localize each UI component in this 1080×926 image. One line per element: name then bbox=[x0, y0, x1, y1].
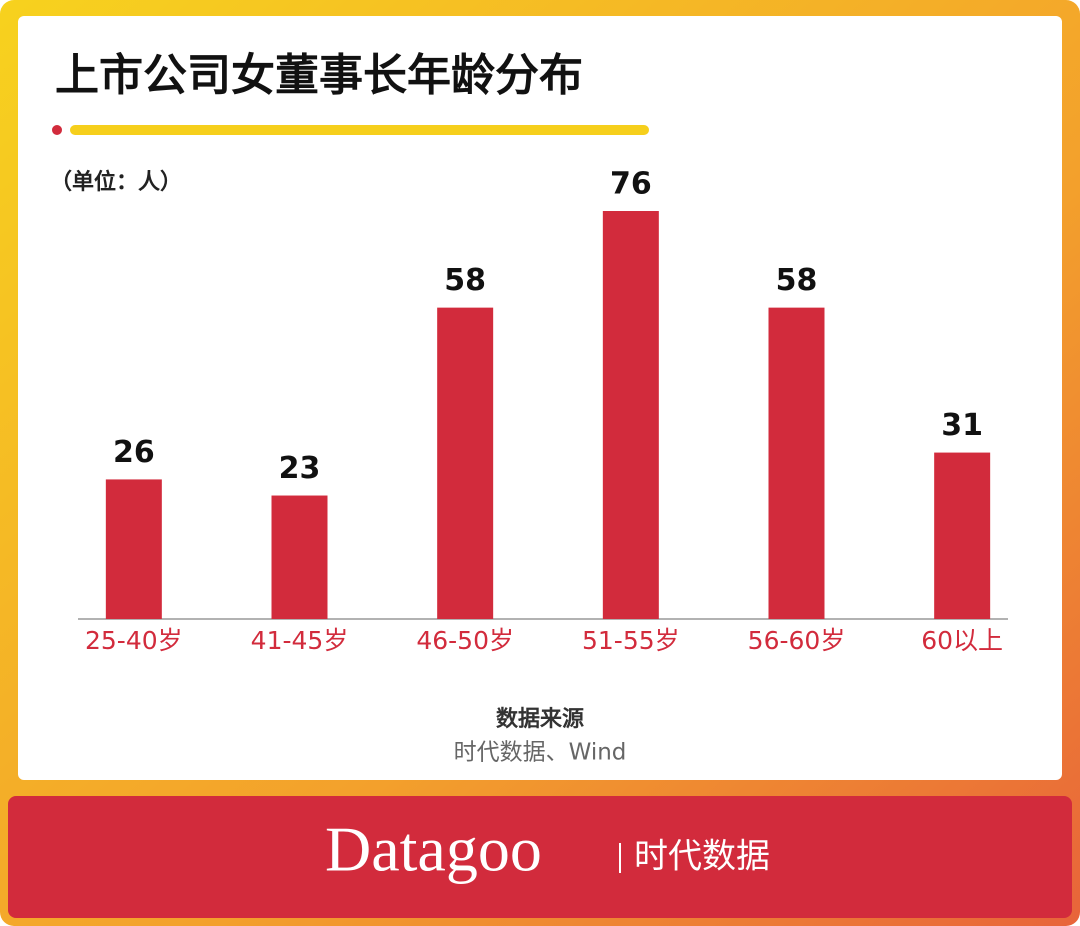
footer-band bbox=[8, 796, 1072, 918]
bar bbox=[271, 495, 328, 619]
title-dot bbox=[52, 125, 62, 135]
x-tick-label: 60以上 bbox=[921, 626, 1003, 655]
value-label: 26 bbox=[113, 435, 155, 470]
value-label: 76 bbox=[610, 167, 652, 202]
x-tick-label: 46-50岁 bbox=[416, 626, 514, 655]
bar bbox=[934, 452, 991, 619]
value-label: 31 bbox=[941, 408, 983, 443]
unit-note: （单位：人） bbox=[50, 169, 182, 195]
bar bbox=[437, 307, 494, 619]
bar bbox=[768, 307, 825, 619]
logo-name: 时代数据 bbox=[634, 837, 770, 877]
x-tick-label: 51-55岁 bbox=[582, 626, 680, 655]
bar bbox=[602, 211, 659, 619]
source-title: 数据来源 bbox=[496, 706, 584, 732]
bar bbox=[105, 479, 162, 619]
source: 时代数据、Wind bbox=[454, 740, 627, 766]
chart-title: 上市公司女董事长年龄分布 bbox=[55, 50, 583, 101]
x-tick-label: 56-60岁 bbox=[748, 626, 846, 655]
value-label: 58 bbox=[776, 263, 818, 298]
value-label: 58 bbox=[444, 263, 486, 298]
x-tick-label: 41-45岁 bbox=[251, 626, 349, 655]
value-label: 23 bbox=[279, 451, 321, 486]
x-tick-label: 25-40岁 bbox=[85, 626, 183, 655]
logo: Datagoo bbox=[325, 814, 542, 885]
